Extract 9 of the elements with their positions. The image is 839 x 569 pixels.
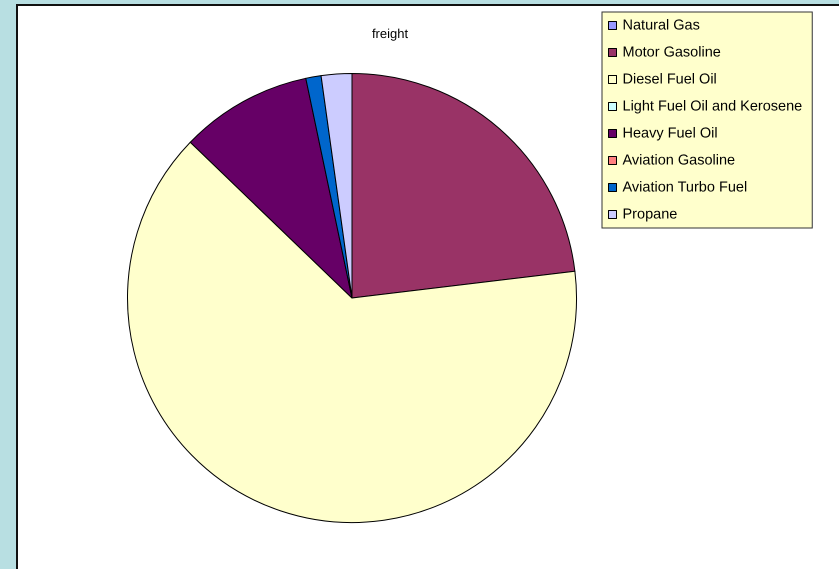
legend-label: Aviation Gasoline xyxy=(622,152,736,168)
legend-label: Aviation Turbo Fuel xyxy=(622,180,748,196)
legend-label: Natural Gas xyxy=(622,18,700,34)
legend-label: Motor Gasoline xyxy=(622,44,721,60)
legend-label: Heavy Fuel Oil xyxy=(622,126,718,142)
text: freight xyxy=(372,26,408,41)
legend-label: Propane xyxy=(622,206,678,222)
legend-label: Diesel Fuel Oil xyxy=(622,72,717,88)
legend-label: Light Fuel Oil and Kerosene xyxy=(622,98,802,114)
